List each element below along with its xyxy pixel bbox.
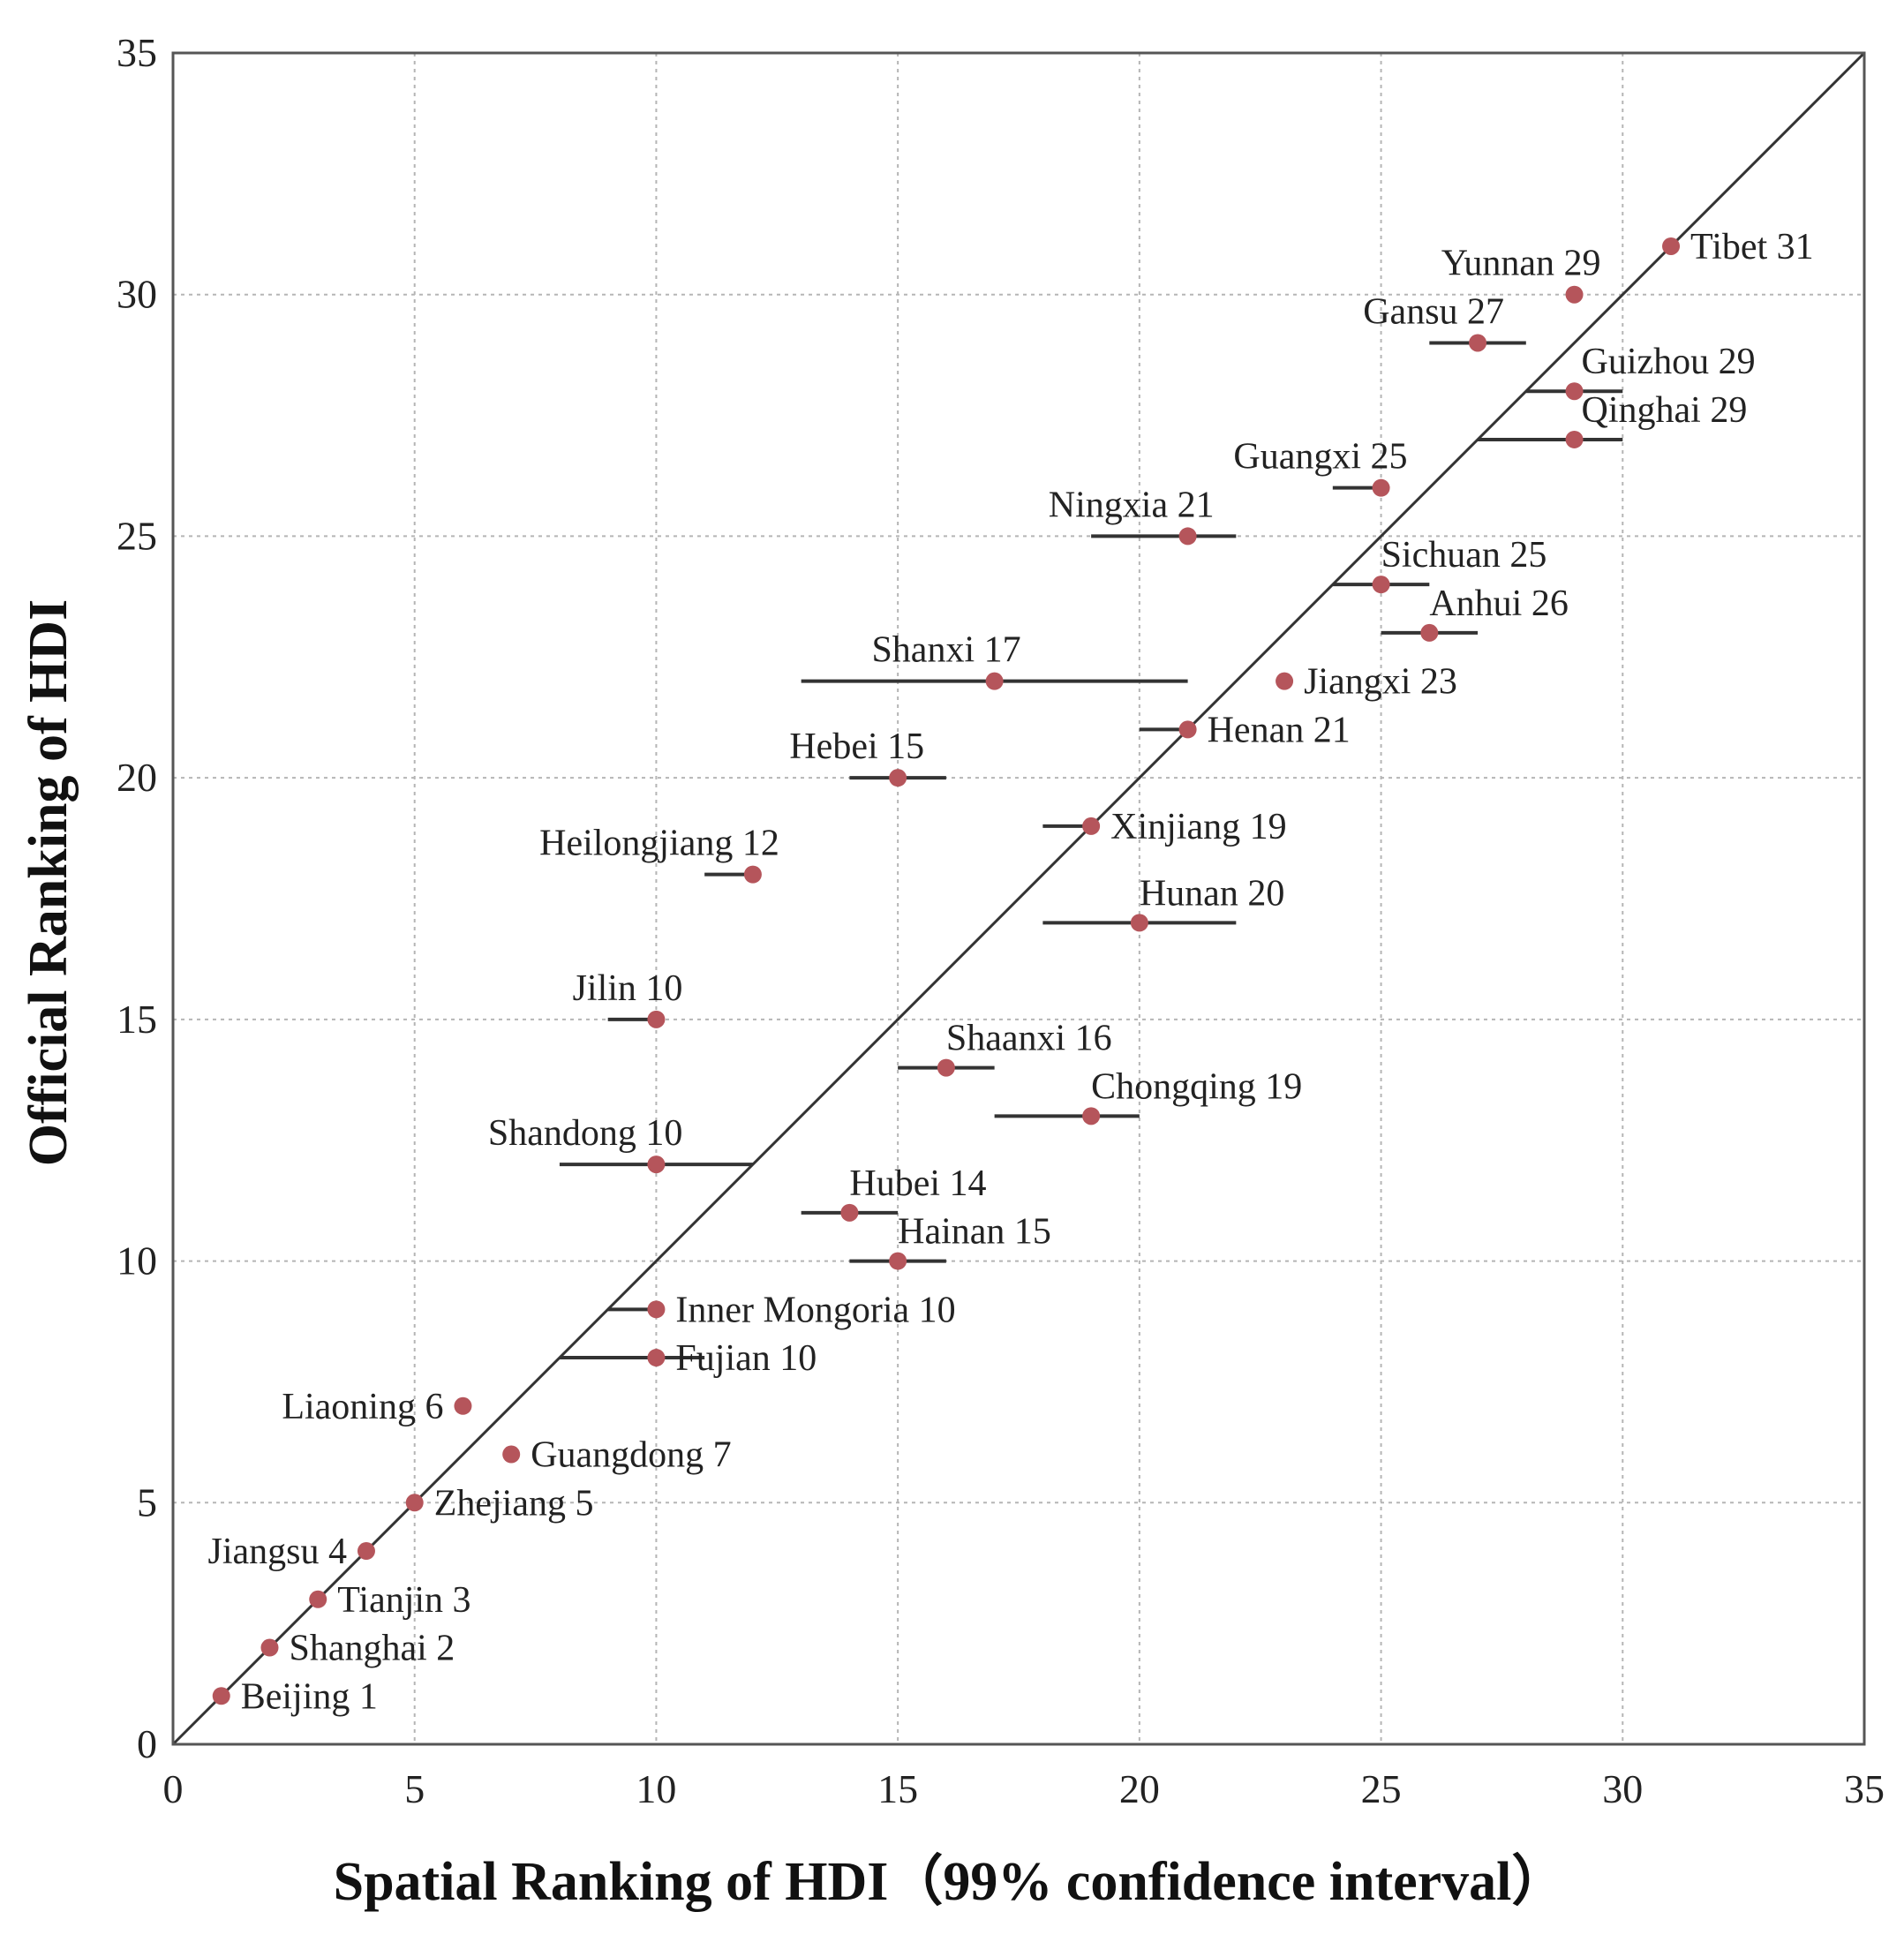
- point-label: Jiangsu 4: [207, 1532, 347, 1572]
- x-tick-label: 10: [636, 1766, 676, 1811]
- data-point: [743, 865, 762, 884]
- point-label: Shaanxi 16: [946, 1019, 1112, 1059]
- point-label: Zhejiang 5: [434, 1483, 594, 1524]
- data-point: [1276, 672, 1294, 690]
- tick-labels: 0 5 10 15 20 25 30 35 0 5 10 15 20 25 30 35: [117, 30, 1885, 1811]
- point-label: Henan 21: [1208, 710, 1351, 750]
- data-point: [1565, 285, 1584, 304]
- data-point: [1130, 914, 1148, 932]
- point-label: Yunnan 29: [1441, 244, 1601, 284]
- point-label: Gansu 27: [1363, 291, 1504, 332]
- data-point: [1565, 382, 1584, 401]
- point-label: Ningxia 21: [1049, 485, 1215, 525]
- point-label: Heilongjiang 12: [539, 824, 779, 864]
- point-label: Anhui 26: [1429, 583, 1569, 624]
- data-point: [1082, 817, 1101, 835]
- x-tick-label: 0: [163, 1766, 184, 1811]
- point-label: Chongqing 19: [1091, 1066, 1302, 1107]
- point-label: Hunan 20: [1140, 873, 1284, 914]
- data-point: [840, 1203, 859, 1222]
- data-point: [1178, 527, 1197, 546]
- y-axis-title: Official Ranking of HDI: [19, 599, 79, 1166]
- point-label: Qinghai 29: [1582, 390, 1748, 431]
- point-label: Hebei 15: [789, 726, 924, 767]
- plot-frame: [171, 51, 1866, 1746]
- data-point: [1662, 237, 1681, 255]
- point-label: Liaoning 6: [282, 1387, 443, 1427]
- data-point: [889, 769, 907, 787]
- point-label: Guizhou 29: [1582, 342, 1756, 382]
- x-tick-label: 35: [1844, 1766, 1885, 1811]
- data-point: [1420, 623, 1439, 642]
- y-tick-label: 35: [117, 30, 157, 75]
- data-point: [1082, 1107, 1101, 1125]
- x-tick-label: 25: [1361, 1766, 1402, 1811]
- y-tick-label: 10: [117, 1238, 157, 1283]
- data-point: [647, 1010, 666, 1028]
- point-label: Guangdong 7: [531, 1435, 731, 1476]
- x-tick-label: 5: [404, 1766, 425, 1811]
- data-point: [502, 1445, 521, 1464]
- data-point: [1469, 334, 1487, 352]
- reference-line-group: [171, 51, 1866, 1746]
- point-label: Sichuan 25: [1381, 535, 1547, 576]
- point-label: Hubei 14: [849, 1163, 986, 1204]
- point-label: Shanxi 17: [871, 630, 1020, 671]
- data-point: [647, 1349, 666, 1367]
- point-label: Inner Mongoria 10: [675, 1290, 955, 1330]
- point-label: Jiangxi 23: [1304, 662, 1457, 703]
- y-tick-label: 25: [117, 513, 157, 558]
- point-label: Guangxi 25: [1233, 437, 1407, 478]
- x-axis-title: Spatial Ranking of HDI（99% confidence in…: [334, 1850, 1567, 1912]
- y-tick-label: 15: [117, 997, 157, 1042]
- data-point: [1372, 478, 1390, 497]
- data-point: [937, 1058, 955, 1077]
- y-tick-label: 0: [137, 1721, 157, 1766]
- data-point: [647, 1300, 666, 1319]
- point-label: Tibet 31: [1690, 227, 1814, 267]
- point-label: Tianjin 3: [337, 1580, 470, 1621]
- point-label: Shanghai 2: [289, 1629, 455, 1669]
- y-tick-label: 30: [117, 272, 157, 317]
- data-point: [1178, 720, 1197, 739]
- data-point: [647, 1155, 666, 1174]
- point-label: Fujian 10: [675, 1338, 817, 1379]
- point-label: Hainan 15: [898, 1212, 1051, 1253]
- data-point: [1565, 430, 1584, 448]
- data-points: [212, 237, 1681, 1705]
- reference-line: [171, 51, 1866, 1746]
- data-point: [357, 1542, 375, 1561]
- y-tick-label: 5: [137, 1479, 157, 1524]
- data-point: [260, 1638, 279, 1657]
- x-tick-label: 30: [1602, 1766, 1643, 1811]
- x-tick-label: 15: [877, 1766, 918, 1811]
- point-labels: Tibet 31 Yunnan 29 Gansu 27 Guizhou 29 Qingh…: [207, 227, 1813, 1717]
- point-label: Shandong 10: [488, 1113, 683, 1154]
- data-point: [985, 672, 1004, 690]
- x-tick-label: 20: [1119, 1766, 1160, 1811]
- point-label: Beijing 1: [241, 1676, 378, 1717]
- data-point: [454, 1396, 472, 1415]
- point-label: Xinjiang 19: [1110, 807, 1286, 847]
- data-point: [1372, 576, 1390, 594]
- data-point: [309, 1590, 327, 1608]
- y-tick-label: 20: [117, 755, 157, 800]
- data-point: [212, 1687, 230, 1705]
- data-point: [889, 1252, 907, 1270]
- point-label: Jilin 10: [573, 968, 683, 1009]
- data-point: [405, 1494, 424, 1512]
